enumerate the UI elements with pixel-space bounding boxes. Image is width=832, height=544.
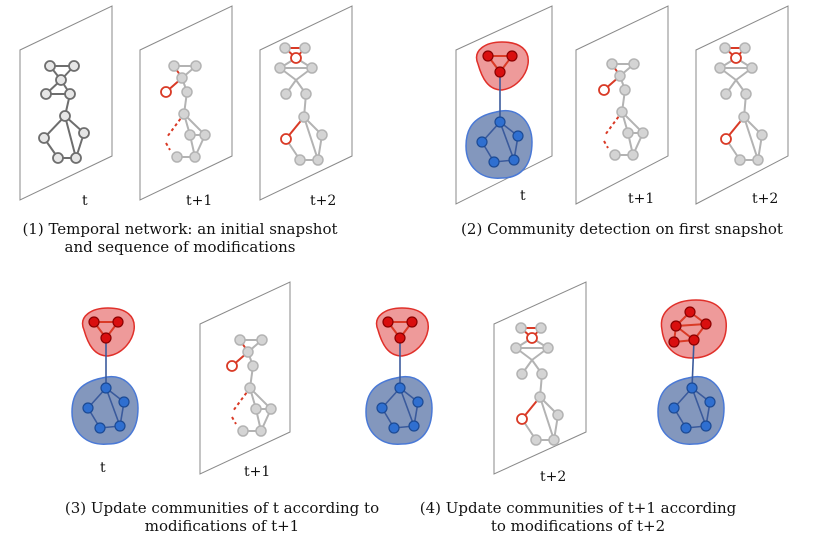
panel-1: t t+1 t+2 (1) Temporal network: an initi… (19, 5, 353, 256)
time-label-t: t (82, 193, 88, 209)
snapshot-plane-t2 (695, 5, 789, 205)
time-label-t: t (520, 188, 526, 204)
time-label-t1: t+1 (186, 193, 212, 209)
time-label-t2: t+2 (310, 193, 336, 209)
time-label-t2: t+2 (752, 191, 778, 207)
panel-4: t+2 (4) Update communities of t+1 accord… (420, 281, 737, 535)
time-label-t1: t+1 (628, 191, 654, 207)
time-label-t: t (100, 460, 106, 476)
caption-panel-1-line-1: (1) Temporal network: an initial snapsho… (22, 220, 337, 238)
community-graph-t2 (657, 299, 728, 446)
caption-panel-1-line-2: and sequence of modifications (65, 238, 296, 256)
caption-panel-2: (2) Community detection on first snapsho… (461, 220, 783, 238)
time-label-t1: t+1 (244, 464, 270, 480)
caption-panel-3-line-2: modifications of t+1 (145, 517, 299, 535)
community-graph-t1 (365, 307, 433, 446)
panel-3: t t+1 (3) Update communities of t accord… (65, 281, 433, 535)
panel-2: t t+1 t+2 (2) Community detection on fir… (455, 5, 789, 238)
snapshot-plane-t1 (199, 281, 291, 475)
time-label-t2: t+2 (540, 469, 566, 485)
caption-panel-4-line-2: to modifications of t+2 (491, 517, 665, 535)
snapshot-plane-t (19, 5, 113, 201)
caption-panel-4-line-1: (4) Update communities of t+1 according (420, 499, 737, 517)
community-graph-t (71, 307, 139, 446)
caption-panel-3-line-1: (3) Update communities of t according to (65, 499, 379, 517)
